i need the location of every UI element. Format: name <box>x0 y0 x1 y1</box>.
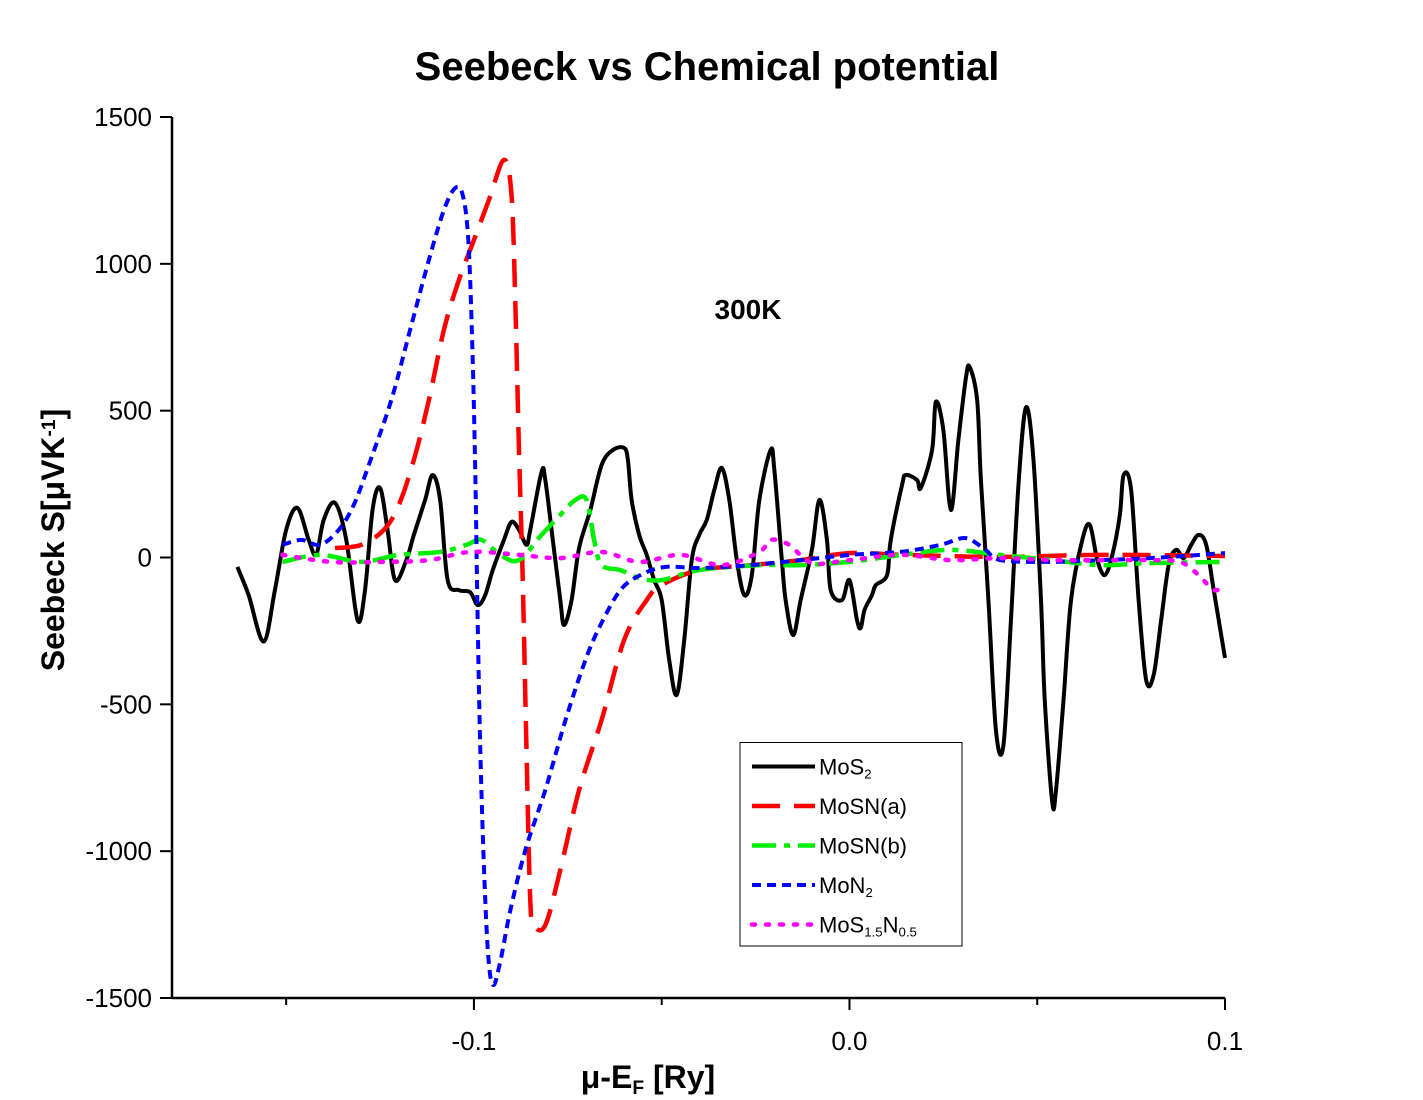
subscript: 1.5 <box>864 924 882 939</box>
text-part: ] <box>35 409 71 420</box>
series-line <box>281 494 1226 583</box>
subscript: 2 <box>864 766 871 781</box>
text-part: N <box>883 913 899 938</box>
subscript: 2 <box>865 885 872 900</box>
superscript: -1 <box>39 419 60 436</box>
text-part: Seebeck S[μVK <box>35 436 71 671</box>
x-tick-label: 0.1 <box>1207 1026 1243 1056</box>
legend-label: MoS1.5N0.5 <box>819 913 917 940</box>
annotation: 300K <box>715 294 782 325</box>
legend-label: MoSN(a) <box>819 794 907 819</box>
chart-title: Seebeck vs Chemical potential <box>415 45 1000 89</box>
text-part: MoS <box>819 755 864 780</box>
subscript: F <box>632 1078 644 1099</box>
text-part: [Ry] <box>644 1059 715 1095</box>
x-tick-label: -0.1 <box>452 1026 497 1056</box>
y-tick-label: 1000 <box>94 249 152 279</box>
text-part: MoN <box>819 873 865 898</box>
x-tick-label: 0.0 <box>831 1026 867 1056</box>
legend-box <box>739 742 963 947</box>
y-tick-label: 500 <box>109 396 152 426</box>
y-tick-label: 1500 <box>94 102 152 132</box>
text-part: μ-E <box>581 1059 633 1095</box>
y-tick-label: -500 <box>100 689 152 719</box>
y-tick-label: -1500 <box>86 983 153 1013</box>
legend-label: MoSN(b) <box>819 834 907 859</box>
y-tick-label: 0 <box>138 543 152 573</box>
x-axis-label: μ-EF [Ry] <box>581 1059 715 1099</box>
text-part: MoSN(b) <box>819 834 907 859</box>
legend-label: MoN2 <box>819 873 873 900</box>
y-axis-label: Seebeck S[μVK-1] <box>35 409 71 672</box>
subscript: 0.5 <box>898 924 916 939</box>
series-line <box>280 537 1228 593</box>
legend-label: MoS2 <box>819 755 872 782</box>
text-part: MoSN(a) <box>819 794 907 819</box>
text-part: MoS <box>819 913 864 938</box>
series-line <box>235 363 1227 812</box>
series-line <box>281 184 1226 988</box>
y-tick-label: -1000 <box>86 836 153 866</box>
